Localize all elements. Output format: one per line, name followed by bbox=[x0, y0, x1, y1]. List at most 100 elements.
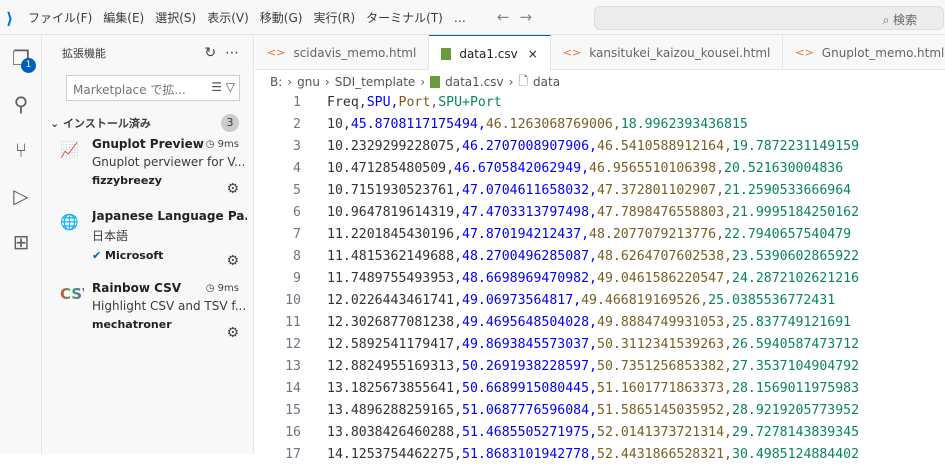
menu-item[interactable]: ファイル(F) bbox=[28, 10, 93, 25]
csv-field: SPU bbox=[366, 95, 391, 110]
line-number: 12 bbox=[285, 337, 301, 352]
source-control-icon[interactable]: ⑂ bbox=[15, 138, 27, 162]
activation-time: ◷ 9ms bbox=[206, 139, 239, 150]
csv-field: 20.521630004836 bbox=[724, 161, 844, 176]
code-line: 12 12.5892541179417,49.8693845573037,50.3… bbox=[255, 334, 859, 356]
csv-field: 50.6689915080445 bbox=[462, 381, 590, 396]
csv-field: 47.0704611658032 bbox=[462, 183, 590, 198]
extension-item[interactable]: 🌐 Japanese Language Pa... 日本語 ✔ Microsoft ⚙ bbox=[42, 205, 253, 277]
breadcrumb-item[interactable]: data1.csv bbox=[445, 75, 504, 89]
line-number: 9 bbox=[293, 271, 301, 286]
section-label: インストール済み bbox=[63, 117, 151, 130]
csv-field: 50.2691938228597 bbox=[462, 359, 590, 374]
csv-field: 51.1601771863373 bbox=[597, 381, 725, 396]
line-content: 12.5892541179417,49.8693845573037,50.311… bbox=[327, 334, 859, 356]
code-line: 2 10,45.8708117175494,46.1263068769006,18… bbox=[255, 114, 859, 136]
comma: , bbox=[454, 447, 462, 462]
explorer-icon[interactable]: ❐ 1 bbox=[0, 35, 42, 81]
comma: , bbox=[589, 139, 597, 154]
extensions-icon[interactable]: ⊞ bbox=[12, 230, 30, 254]
line-number: 10 bbox=[285, 293, 301, 308]
csv-field: 28.9219205773952 bbox=[732, 403, 860, 418]
menu-item[interactable]: 移動(G) bbox=[259, 10, 303, 25]
comma: , bbox=[454, 249, 462, 264]
extension-item[interactable]: CSV Rainbow CSV ◷ 9ms Highlight CSV and TSV… bbox=[42, 277, 253, 349]
extension-item[interactable]: 📈 Gnuplot Preview ◷ 9ms Gnuplot perviewer f… bbox=[42, 133, 253, 205]
menu-item[interactable]: 編集(E) bbox=[103, 10, 145, 25]
breadcrumb-item[interactable]: SDI_template bbox=[334, 75, 416, 89]
line-number: 3 bbox=[293, 139, 301, 154]
csv-field: 25.837749121691 bbox=[732, 315, 852, 330]
line-content: 10.471285480509,46.6705842062949,46.9565… bbox=[327, 158, 843, 180]
comma: , bbox=[716, 161, 725, 176]
tab-Gnuplot-memo-html[interactable]: <> Gnuplot_memo.html bbox=[783, 35, 945, 70]
back-arrow-icon[interactable]: ← bbox=[496, 8, 510, 26]
menu-item[interactable]: 実行(R) bbox=[313, 10, 356, 25]
menu-item[interactable]: … bbox=[453, 10, 466, 25]
explorer-badge: 1 bbox=[21, 58, 36, 73]
menu-item[interactable]: 選択(S) bbox=[155, 10, 197, 25]
comma: , bbox=[454, 139, 462, 154]
line-content: 13.1825673855641,50.6689915080445,51.160… bbox=[327, 378, 859, 400]
line-number: 15 bbox=[285, 403, 301, 418]
csv-field: 47.372801102907 bbox=[597, 183, 717, 198]
csv-field: 22.7940657540479 bbox=[724, 227, 852, 242]
tab-data1-csv[interactable]: data1.csv × bbox=[429, 35, 551, 71]
more-icon[interactable]: ⋯ bbox=[225, 44, 239, 61]
line-number: 6 bbox=[293, 205, 301, 220]
breadcrumb-item[interactable]: data bbox=[533, 75, 561, 89]
forward-arrow-icon[interactable]: → bbox=[519, 8, 533, 26]
csv-file-icon bbox=[441, 47, 452, 60]
command-search-input[interactable]: ⌕ 検索 bbox=[594, 6, 944, 30]
extension-search-input[interactable]: Marketplace で拡... ☰ ▽ bbox=[66, 75, 240, 101]
gear-icon[interactable]: ⚙ bbox=[226, 181, 239, 197]
comma: , bbox=[724, 139, 732, 154]
line-number: 5 bbox=[293, 183, 301, 198]
csv-field: 21.2590533666964 bbox=[724, 183, 852, 198]
comma: , bbox=[454, 425, 462, 440]
filter-icon[interactable]: ☰ ▽ bbox=[211, 80, 235, 94]
csv-field: 46.9565510106398 bbox=[589, 161, 717, 176]
publisher-name: Microsoft bbox=[105, 249, 164, 262]
comma: , bbox=[589, 381, 597, 396]
csv-field: Freq bbox=[327, 95, 359, 110]
comma: , bbox=[454, 271, 462, 286]
csv-field: 51.5865145035952 bbox=[597, 403, 725, 418]
extension-name: Japanese Language Pa... bbox=[92, 209, 247, 223]
installed-section-header[interactable]: ⌄ インストール済み 3 bbox=[42, 113, 253, 133]
csv-editor[interactable]: 1 Freq,SPU,Port,SPU+Port 2 10,45.8708117175… bbox=[255, 92, 859, 466]
csv-field: 19.7872231149159 bbox=[732, 139, 860, 154]
tab-kansitukei-kaizou-kousei-html[interactable]: <> kansitukei_kaizou_kousei.html bbox=[551, 35, 784, 70]
tab-label: Gnuplot_memo.html bbox=[821, 45, 945, 60]
line-number: 14 bbox=[285, 381, 301, 396]
comma: , bbox=[724, 403, 732, 418]
tab-scidavis-memo-html[interactable]: <> scidavis_memo.html bbox=[255, 35, 430, 70]
csv-file-icon bbox=[430, 76, 441, 88]
extension-description: Highlight CSV and TSV f... bbox=[92, 299, 247, 313]
vscode-logo-icon: ⟩ bbox=[6, 9, 14, 28]
csv-field: 23.5390602865922 bbox=[732, 249, 860, 264]
code-line: 7 11.2201845430196,47.870194212437,48.207… bbox=[255, 224, 859, 246]
comma: , bbox=[454, 315, 462, 330]
code-line: 14 13.1825673855641,50.6689915080445,51.1… bbox=[255, 378, 859, 400]
menu-item[interactable]: 表示(V) bbox=[207, 10, 249, 25]
gear-icon[interactable]: ⚙ bbox=[226, 253, 239, 269]
comma: , bbox=[581, 161, 590, 176]
refresh-icon[interactable]: ↻ bbox=[204, 44, 217, 61]
chevron-down-icon: ⌄ bbox=[50, 116, 64, 130]
breadcrumb-item[interactable]: B: bbox=[270, 75, 283, 89]
comma: , bbox=[454, 227, 462, 242]
csv-field: 18.9962393436815 bbox=[620, 117, 748, 132]
csv-field: 12.8824955169313 bbox=[327, 359, 455, 374]
csv-field: 48.6698969470982 bbox=[462, 271, 590, 286]
extension-name: Gnuplot Preview bbox=[92, 137, 204, 151]
csv-field: 47.870194212437 bbox=[462, 227, 582, 242]
menu-item[interactable]: ターミナル(T) bbox=[366, 10, 443, 25]
line-content: 13.4896288259165,51.0687776596084,51.586… bbox=[327, 400, 859, 422]
run-debug-icon[interactable]: ▷ bbox=[13, 184, 29, 208]
gear-icon[interactable]: ⚙ bbox=[226, 325, 239, 341]
close-icon[interactable]: × bbox=[527, 46, 538, 61]
search-icon[interactable]: ⚲ bbox=[13, 92, 29, 116]
breadcrumb-item[interactable]: gnu bbox=[297, 75, 320, 89]
extension-description: Gnuplot perviewer for V... bbox=[92, 155, 246, 169]
